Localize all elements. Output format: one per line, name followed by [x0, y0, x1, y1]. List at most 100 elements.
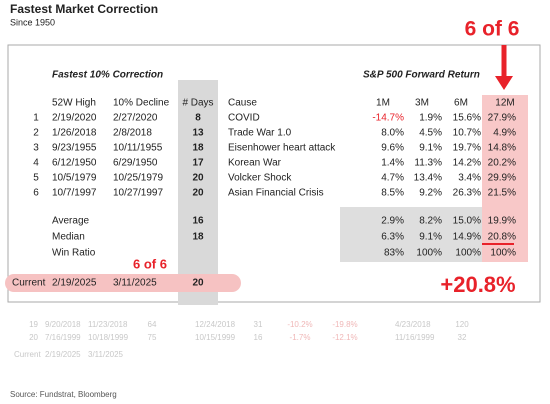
- cell: 19.7%: [453, 143, 481, 154]
- ghost-cell: 12/24/2018: [195, 320, 236, 329]
- cell: 2/19/2020: [52, 113, 97, 124]
- current-days: 20: [192, 278, 204, 289]
- ghost-cell: 7/16/1999: [45, 333, 81, 342]
- cell: Asian Financial Crisis: [228, 188, 324, 199]
- cell: 9.6%: [381, 143, 404, 154]
- cell: -14.7%: [372, 113, 404, 124]
- cell: 10.7%: [453, 128, 481, 139]
- summary-return: 100%: [490, 248, 516, 259]
- cell: COVID: [228, 113, 260, 124]
- cell: 1: [33, 113, 39, 124]
- cell: 5: [33, 173, 39, 184]
- ghost-cell: 11/23/2018: [88, 320, 128, 329]
- ghost-cell: 10/18/1999: [88, 333, 129, 342]
- cell: Eisenhower heart attack: [228, 143, 336, 154]
- cell: Volcker Shock: [228, 173, 292, 184]
- summary-return: 8.2%: [419, 216, 442, 227]
- cell: 17: [192, 158, 204, 169]
- ghost-cell: 9/20/2018: [45, 320, 81, 329]
- cell: 27.9%: [488, 113, 516, 124]
- ghost-cell: -19.8%: [332, 320, 357, 329]
- top-annotation: 6 of 6: [465, 18, 520, 41]
- 12m-column-bg: [482, 95, 528, 262]
- summary-return: 6.3%: [381, 232, 404, 243]
- cell: 6/12/1950: [52, 158, 97, 169]
- cell: 13.4%: [414, 173, 442, 184]
- summary-return: 19.9%: [488, 216, 516, 227]
- summary-label: Median: [52, 232, 85, 243]
- cell: 10/5/1979: [52, 173, 97, 184]
- column-header: 3M: [415, 98, 429, 109]
- cell: 11.3%: [414, 158, 442, 169]
- cell: 10/27/1997: [113, 188, 163, 199]
- current-label: Current: [12, 278, 46, 289]
- current-high: 2/19/2025: [52, 278, 97, 289]
- cell: 3: [33, 143, 39, 154]
- summary-label: Win Ratio: [52, 248, 96, 259]
- column-header: # Days: [182, 98, 213, 109]
- summary-days: 18: [192, 232, 204, 243]
- cell: 21.5%: [488, 188, 516, 199]
- ghost-cell: 16: [254, 333, 263, 342]
- ghost-cell: 4/23/2018: [395, 320, 431, 329]
- column-header: 10% Decline: [113, 98, 170, 109]
- cell: Trade War 1.0: [228, 128, 292, 139]
- cell: 20.2%: [488, 158, 516, 169]
- cell: 1/26/2018: [52, 128, 97, 139]
- cell: 2/27/2020: [113, 113, 158, 124]
- cell: 4: [33, 158, 39, 169]
- cell: 9.2%: [419, 188, 442, 199]
- cell: 20: [192, 173, 204, 184]
- cell: 15.6%: [453, 113, 481, 124]
- cell: 9/23/1955: [52, 143, 97, 154]
- cell: 6: [33, 188, 39, 199]
- arrow-head: [495, 76, 513, 90]
- cell: 20: [192, 188, 204, 199]
- cell: 13: [192, 128, 204, 139]
- summary-return: 100%: [455, 248, 481, 259]
- ghost-cell: -12.1%: [332, 333, 357, 342]
- column-header: 1M: [376, 98, 390, 109]
- summary-return: 15.0%: [453, 216, 481, 227]
- cell: Korean War: [228, 158, 282, 169]
- ghost-cell: 120: [455, 320, 469, 329]
- summary-return: 14.9%: [453, 232, 481, 243]
- callout: +20.8%: [440, 272, 515, 297]
- cell: 10/25/1979: [113, 173, 163, 184]
- column-header: 52W High: [52, 98, 96, 109]
- summary-return: 9.1%: [419, 232, 442, 243]
- ghost-cell: 2/19/2025: [45, 350, 81, 359]
- ghost-cell: -1.7%: [290, 333, 311, 342]
- cell: 4.7%: [381, 173, 404, 184]
- current-highlight: [5, 274, 241, 292]
- summary-days: 16: [192, 216, 204, 227]
- table-frame: [7, 44, 541, 303]
- ghost-cell: 75: [148, 333, 157, 342]
- summary-bg: [340, 207, 482, 262]
- ghost-cell: 19: [29, 320, 38, 329]
- ghost-cell: Current: [14, 350, 41, 359]
- days-column-bg: [178, 80, 218, 305]
- cell: 3.4%: [458, 173, 481, 184]
- cell: 2/8/2018: [113, 128, 152, 139]
- ghost-cell: 31: [254, 320, 263, 329]
- summary-return: 83%: [384, 248, 404, 259]
- ghost-cell: 20: [29, 333, 38, 342]
- summary-label: Average: [52, 216, 90, 227]
- cell: 29.9%: [488, 173, 516, 184]
- ghost-cell: 11/16/1999: [395, 333, 435, 342]
- cell: 6/29/1950: [113, 158, 158, 169]
- cell: 10/11/1955: [113, 143, 163, 154]
- cell: 1.4%: [381, 158, 404, 169]
- cell: 14.8%: [488, 143, 516, 154]
- group-header: S&P 500 Forward Return: [363, 70, 480, 81]
- cell: 8.5%: [381, 188, 404, 199]
- summary-return: 20.8%: [488, 232, 516, 243]
- summary-return: 2.9%: [381, 216, 404, 227]
- cell: 8.0%: [381, 128, 404, 139]
- cell: 4.5%: [419, 128, 442, 139]
- ghost-cell: 32: [458, 333, 467, 342]
- cell: 18: [192, 143, 204, 154]
